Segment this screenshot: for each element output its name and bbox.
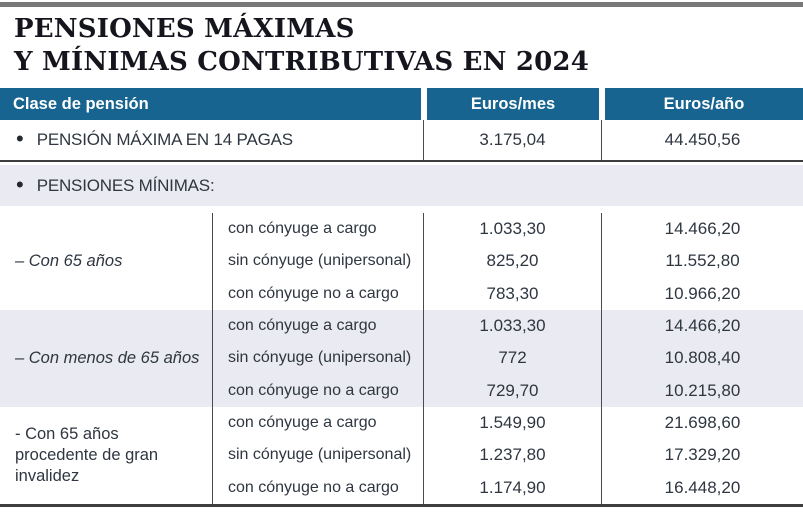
euros-ano-cell: 10.215,80: [664, 380, 741, 400]
max-pension-label: PENSIÓN MÁXIMA EN 14 PAGAS: [36, 130, 293, 149]
max-pension-euros-ano: 44.450,56: [664, 130, 741, 149]
euros-ano-cell: 21.698,60: [664, 413, 741, 433]
table-row: con cónyuge no a cargo 783,30 10.966,20: [213, 277, 803, 310]
euros-mes-cell: 825,20: [424, 245, 602, 278]
euros-mes-cell: 1.174,90: [424, 471, 602, 504]
group-con-menos-de-65-anos: – Con menos de 65 años con cónyuge a car…: [0, 310, 803, 407]
concept-cell: con cónyuge no a cargo: [213, 471, 424, 504]
concept-cell: sin cónyuge (unipersonal): [213, 439, 424, 472]
max-pension-row: • PENSIÓN MÁXIMA EN 14 PAGAS 3.175,04 44…: [0, 120, 803, 160]
euros-mes-cell: 783,30: [424, 277, 602, 310]
concept-cell: con cónyuge a cargo: [213, 407, 424, 440]
euros-mes-cell: 772: [424, 342, 602, 375]
euros-mes-cell: 1.549,90: [424, 407, 602, 440]
euros-ano-cell: 11.552,80: [665, 251, 740, 271]
euros-ano-cell: 10.966,20: [664, 283, 741, 303]
concept-cell: sin cónyuge (unipersonal): [213, 342, 424, 375]
bullet-icon: •: [16, 126, 24, 151]
bottom-rule: [0, 504, 803, 507]
euros-mes-cell: 729,70: [424, 374, 602, 407]
page-title: PENSIONES MÁXIMAS Y MÍNIMAS CONTRIBUTIVA…: [14, 13, 803, 79]
euros-ano-cell: 17.329,20: [664, 445, 741, 465]
euros-ano-cell: 10.808,40: [664, 348, 741, 368]
min-pensions-section-row: • PENSIONES MÍNIMAS:: [0, 165, 803, 206]
group-rows: con cónyuge a cargo 1.033,30 14.466,20 s…: [213, 310, 803, 407]
group-label: – Con menos de 65 años: [0, 310, 213, 407]
section-divider-rule: [0, 160, 803, 162]
max-pension-label-cell: • PENSIÓN MÁXIMA EN 14 PAGAS: [0, 120, 424, 160]
concept-cell: sin cónyuge (unipersonal): [213, 245, 424, 278]
header-divider: [599, 88, 605, 120]
title-line-2: Y MÍNIMAS CONTRIBUTIVAS EN 2024: [14, 47, 590, 77]
euros-ano-cell: 14.466,20: [664, 316, 741, 336]
min-pensions-section-label: PENSIONES MÍNIMAS:: [36, 175, 215, 195]
euros-mes-cell: 1.237,80: [424, 439, 602, 472]
group-gran-invalidez: - Con 65 años procedente de gran invalid…: [0, 407, 803, 504]
max-pension-euros-mes: 3.175,04: [424, 120, 602, 160]
header-divider: [421, 88, 427, 120]
column-header-clase-de-pension: Clase de pensión: [0, 88, 421, 120]
group-rows: con cónyuge a cargo 1.549,90 21.698,60 s…: [213, 407, 803, 504]
bullet-icon: •: [16, 171, 24, 197]
table-row: sin cónyuge (unipersonal) 825,20 11.552,…: [213, 245, 803, 278]
table-row: sin cónyuge (unipersonal) 772 10.808,40: [213, 342, 803, 375]
group-rows: con cónyuge a cargo 1.033,30 14.466,20 s…: [213, 213, 803, 310]
column-header-euros-mes: Euros/mes: [427, 88, 599, 120]
table-row: con cónyuge a cargo 1.549,90 21.698,60: [213, 407, 803, 440]
euros-ano-cell: 14.466,20: [664, 219, 741, 239]
table-row: con cónyuge no a cargo 729,70 10.215,80: [213, 374, 803, 407]
title-line-1: PENSIONES MÁXIMAS: [14, 14, 355, 44]
table-row: sin cónyuge (unipersonal) 1.237,80 17.32…: [213, 439, 803, 472]
concept-cell: con cónyuge no a cargo: [213, 277, 424, 310]
concept-cell: con cónyuge a cargo: [213, 310, 424, 343]
column-header-euros-ano: Euros/año: [605, 88, 803, 120]
group-con-65-anos: – Con 65 años con cónyuge a cargo 1.033,…: [0, 213, 803, 310]
table-row: con cónyuge a cargo 1.033,30 14.466,20: [213, 213, 803, 246]
group-label: - Con 65 años procedente de gran invalid…: [0, 407, 213, 504]
euros-mes-cell: 1.033,30: [424, 310, 602, 343]
euros-mes-cell: 1.033,30: [424, 213, 602, 246]
table-row: con cónyuge no a cargo 1.174,90 16.448,2…: [213, 471, 803, 504]
euros-ano-cell: 16.448,20: [664, 477, 741, 497]
group-label: – Con 65 años: [0, 213, 213, 310]
concept-cell: con cónyuge a cargo: [213, 213, 424, 246]
table-row: con cónyuge a cargo 1.033,30 14.466,20: [213, 310, 803, 343]
concept-cell: con cónyuge no a cargo: [213, 374, 424, 407]
table-header-row: Clase de pensión Euros/mes Euros/año: [0, 88, 803, 120]
top-rule: [0, 2, 803, 7]
